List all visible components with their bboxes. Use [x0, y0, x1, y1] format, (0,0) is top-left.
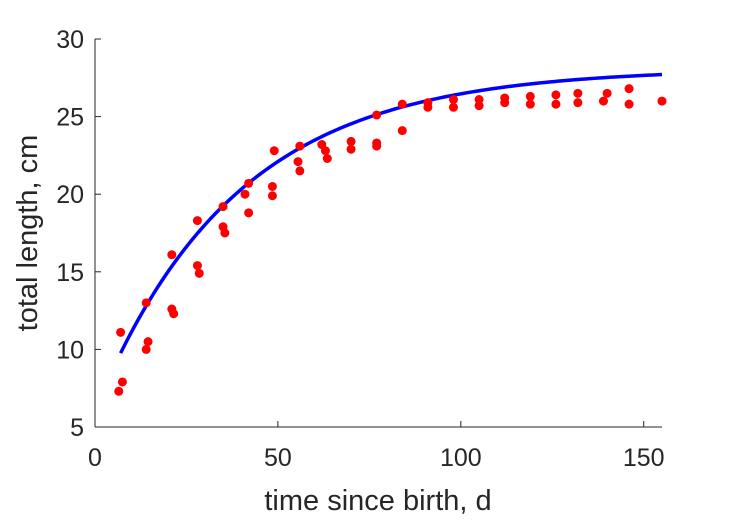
- data-point: [397, 99, 407, 109]
- fitted-curve-layer: [119, 72, 663, 354]
- data-point: [525, 91, 535, 101]
- data-point: [117, 377, 127, 387]
- data-point: [372, 141, 382, 151]
- data-point: [346, 144, 356, 154]
- data-point: [167, 250, 177, 260]
- data-point: [220, 228, 230, 238]
- y-tick-label: 10: [56, 336, 84, 364]
- data-point: [240, 189, 250, 199]
- data-point: [657, 96, 667, 106]
- data-points-layer: [114, 84, 667, 396]
- data-point: [141, 344, 151, 354]
- data-point: [244, 178, 254, 188]
- x-tick-label: 150: [623, 444, 665, 472]
- data-point: [423, 102, 433, 112]
- data-point: [474, 95, 484, 105]
- data-point: [194, 268, 204, 278]
- data-point: [293, 157, 303, 167]
- x-tick-label: 50: [264, 444, 292, 472]
- y-tick-label: 5: [70, 414, 84, 442]
- data-point: [116, 327, 126, 337]
- data-point: [624, 99, 634, 109]
- plot-area: 0 50 100 150 5 10 15 20 25 30: [56, 26, 667, 472]
- data-point: [267, 181, 277, 191]
- data-point: [141, 298, 151, 308]
- data-point: [346, 136, 356, 146]
- data-point: [267, 191, 277, 201]
- y-tick-label: 15: [56, 259, 84, 287]
- data-point: [114, 386, 124, 396]
- data-point: [474, 101, 484, 111]
- y-tick-label: 20: [56, 181, 84, 209]
- data-point: [448, 102, 458, 112]
- data-point: [244, 208, 254, 218]
- y-ticks: 5 10 15 20 25 30: [56, 26, 101, 442]
- data-point: [500, 98, 510, 108]
- x-axis-title: time since birth, d: [264, 485, 491, 517]
- data-point: [218, 202, 228, 212]
- data-point: [397, 126, 407, 136]
- data-point: [269, 146, 279, 156]
- data-point: [143, 337, 153, 347]
- data-point: [525, 99, 535, 109]
- data-point: [192, 261, 202, 271]
- data-point: [448, 95, 458, 105]
- data-point: [322, 154, 332, 164]
- x-ticks: 0 50 100 150: [88, 421, 665, 472]
- y-axis-title: total length, cm: [12, 135, 44, 332]
- data-point: [624, 84, 634, 94]
- x-tick-label: 0: [88, 444, 102, 472]
- data-point: [192, 216, 202, 226]
- data-point: [573, 88, 583, 98]
- data-point: [295, 166, 305, 176]
- x-tick-label: 100: [440, 444, 482, 472]
- data-point: [598, 96, 608, 106]
- fitted-curve: [119, 72, 663, 354]
- data-point: [372, 110, 382, 120]
- data-point: [573, 98, 583, 108]
- data-point: [169, 309, 179, 319]
- data-point: [551, 90, 561, 100]
- data-point: [551, 99, 561, 109]
- data-point: [295, 141, 305, 151]
- data-point: [320, 146, 330, 156]
- y-tick-label: 30: [56, 26, 84, 54]
- data-point: [602, 88, 612, 98]
- y-tick-label: 25: [56, 104, 84, 132]
